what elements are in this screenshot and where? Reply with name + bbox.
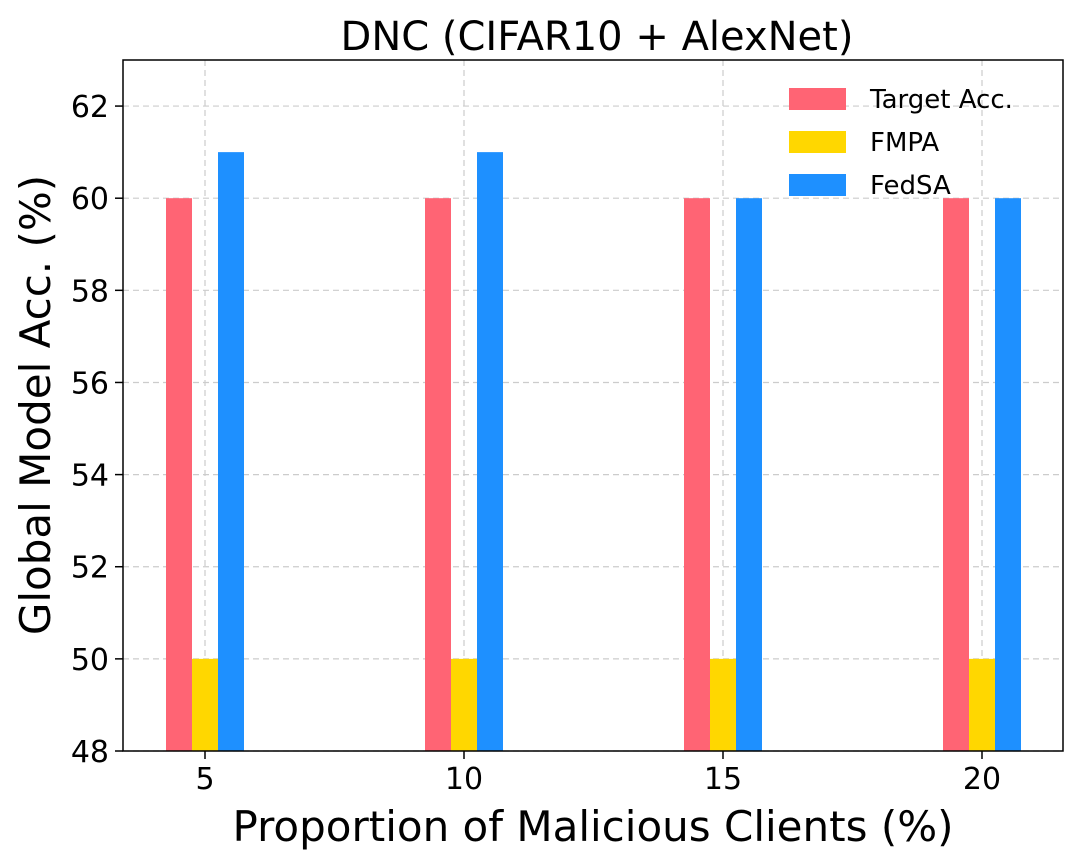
plot-frame <box>122 59 1064 752</box>
bar-fedsa-5 <box>218 152 244 752</box>
y-tick-label: 62 <box>71 90 109 125</box>
bar-fedsa-10 <box>477 152 503 752</box>
x-tick-label: 10 <box>445 762 483 797</box>
bar-target-acc-5 <box>166 198 192 751</box>
bar-target-acc-15 <box>684 198 710 751</box>
y-tick-label: 58 <box>71 274 109 309</box>
y-tick-label: 60 <box>71 182 109 217</box>
y-axis-label: Global Model Acc. (%) <box>11 175 60 635</box>
x-tick-label: 5 <box>195 762 214 797</box>
bar-target-acc-20 <box>943 198 969 751</box>
legend-swatch <box>789 131 846 153</box>
legend-swatch <box>789 174 846 196</box>
bar-fmpa-20 <box>969 658 995 751</box>
y-tick-label: 50 <box>71 643 109 678</box>
chart-title: DNC (CIFAR10 + AlexNet) <box>341 14 854 60</box>
x-axis-ticks: 5 10 15 20 <box>195 751 1001 797</box>
legend-label: FedSA <box>870 171 951 201</box>
grid-lines <box>123 60 1063 752</box>
y-tick-label: 54 <box>71 459 109 494</box>
legend-swatch <box>789 88 846 110</box>
legend-label: FMPA <box>870 128 939 158</box>
y-tick-label: 48 <box>71 735 109 770</box>
x-axis-label: Proportion of Malicious Clients (%) <box>232 802 953 851</box>
bar-fedsa-15 <box>736 198 762 751</box>
legend: Target Acc. FMPA FedSA <box>789 85 1013 201</box>
bar-fmpa-5 <box>192 658 218 751</box>
y-tick-label: 52 <box>71 551 109 586</box>
x-tick-label: 20 <box>963 762 1001 797</box>
bar-fedsa-20 <box>995 198 1021 751</box>
bar-target-acc-10 <box>425 198 451 751</box>
legend-label: Target Acc. <box>869 85 1013 115</box>
bar-fmpa-15 <box>710 658 736 751</box>
bar-fmpa-10 <box>451 658 477 751</box>
y-axis-ticks: 48 50 52 54 56 58 60 62 <box>71 90 123 770</box>
x-tick-label: 15 <box>704 762 742 797</box>
y-tick-label: 56 <box>71 366 109 401</box>
bars <box>166 152 1021 752</box>
